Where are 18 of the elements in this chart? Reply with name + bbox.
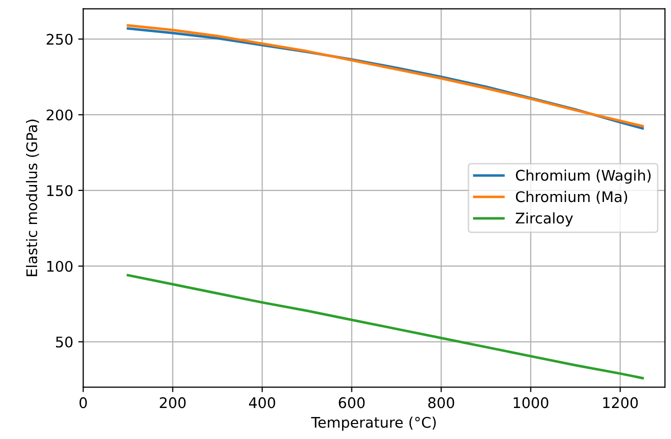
y-tick-label: 50 [56,336,73,348]
x-tick-label: 200 [160,397,186,408]
line-series [126,274,644,380]
y-tick-label: 200 [46,109,73,120]
x-tick-label: 400 [249,397,276,408]
x-tick-label: 1200 [603,397,638,408]
y-tick-label: 250 [46,34,73,45]
legend-label: Zircaloy [516,212,573,226]
legend-label: Chromium (Ma) [516,190,628,204]
y-tick-label: 100 [47,260,73,272]
y-tick-label: 150 [47,185,73,196]
legend-label: Chromium (Wagih) [516,170,651,184]
x-tick-label: 0 [80,397,87,408]
x-axis-title: Temperature (°C) [311,416,436,431]
x-tick-label: 800 [428,397,454,408]
x-tick-label: 1000 [514,397,548,408]
y-axis-title: Elastic modulus (GPa) [26,120,39,276]
x-tick-label: 600 [338,397,365,408]
